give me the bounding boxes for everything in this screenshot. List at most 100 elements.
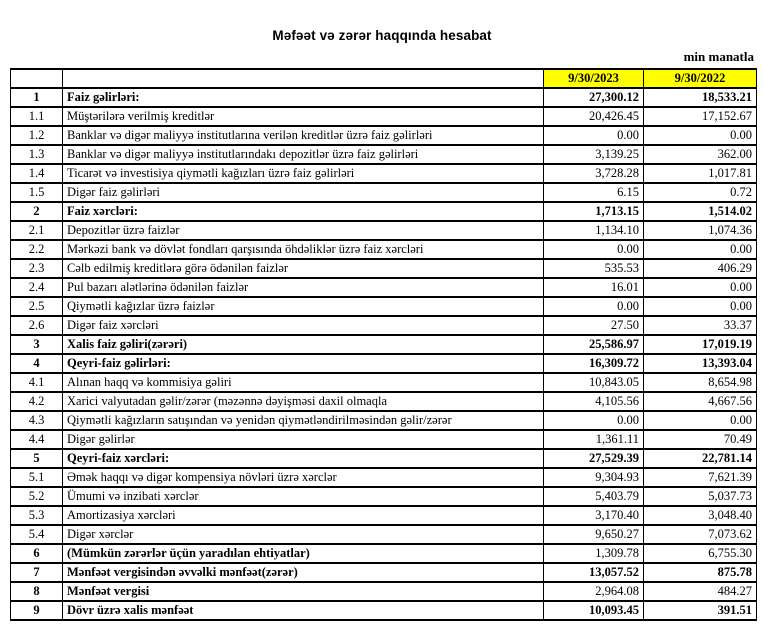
row-number-cell: 1.5 — [10, 182, 63, 203]
row-number-cell: 8 — [10, 581, 63, 602]
value-2022-cell: 33.37 — [643, 315, 757, 336]
value-2022-cell: 875.78 — [643, 562, 757, 583]
row-label-cell: Banklar və digər maliyyə institutlarında… — [62, 144, 544, 165]
table-row: 2.1 Depozitlər üzrə faizlər 1,134.10 1,074.… — [10, 220, 757, 241]
value-2023-cell: 20,426.45 — [543, 106, 644, 127]
row-number-cell: 9 — [10, 600, 63, 621]
header-cell-number — [10, 68, 63, 89]
row-number-cell: 2.3 — [10, 258, 63, 279]
value-2023-cell: 3,139.25 — [543, 144, 644, 165]
table-row: 1.5 Digər faiz gəlirləri 6.15 0.72 — [10, 182, 757, 203]
row-label-cell: Xalis faiz gəliri(zərəri) — [62, 334, 544, 355]
row-number-cell: 2.4 — [10, 277, 63, 298]
row-label-cell: Digər gəlirlər — [62, 429, 544, 450]
value-2022-cell: 391.51 — [643, 600, 757, 621]
value-2023-cell: 27.50 — [543, 315, 644, 336]
row-number-cell: 2.6 — [10, 315, 63, 336]
value-2023-cell: 3,728.28 — [543, 163, 644, 184]
value-2023-cell: 0.00 — [543, 125, 644, 146]
row-label-cell: Xarici valyutadan gəlir/zərər (məzənnə d… — [62, 391, 544, 412]
row-number-cell: 7 — [10, 562, 63, 583]
row-number-cell: 5.2 — [10, 486, 63, 507]
value-2023-cell: 25,586.97 — [543, 334, 644, 355]
value-2023-cell: 1,361.11 — [543, 429, 644, 450]
table-row: 1.4 Ticarət və investisiya qiymətli kağız… — [10, 163, 757, 184]
table-header-row: 9/30/2023 9/30/2022 — [10, 68, 757, 89]
row-number-cell: 5.1 — [10, 467, 63, 488]
row-number-cell: 4.4 — [10, 429, 63, 450]
table-row: 3 Xalis faiz gəliri(zərəri) 25,586.97 17,01… — [10, 334, 757, 355]
row-number-cell: 1.2 — [10, 125, 63, 146]
row-number-cell: 4.1 — [10, 372, 63, 393]
row-label-cell: Alınan haqq və kommisiya gəliri — [62, 372, 544, 393]
table-row: 5.1 Əmək haqqı və digər kompensiya növlər… — [10, 467, 757, 488]
value-2022-cell: 6,755.30 — [643, 543, 757, 564]
value-2023-cell: 4,105.56 — [543, 391, 644, 412]
value-2023-cell: 16.01 — [543, 277, 644, 298]
row-number-cell: 3 — [10, 334, 63, 355]
value-2022-cell: 4,667.56 — [643, 391, 757, 412]
value-2022-cell: 0.00 — [643, 277, 757, 298]
row-label-cell: Qeyri-faiz xərcləri: — [62, 448, 544, 469]
value-2022-cell: 1,514.02 — [643, 201, 757, 222]
value-2023-cell: 10,093.45 — [543, 600, 644, 621]
table-row: 8 Mənfəət vergisi 2,964.08 484.27 — [10, 581, 757, 602]
profit-loss-table: 9/30/2023 9/30/2022 1 Faiz gəlirləri: 27,3… — [10, 68, 757, 621]
value-2023-cell: 13,057.52 — [543, 562, 644, 583]
value-2022-cell: 8,654.98 — [643, 372, 757, 393]
table-row: 2.3 Cəlb edilmiş kreditlərə görə ödənilən… — [10, 258, 757, 279]
row-label-cell: Digər xərclər — [62, 524, 544, 545]
row-number-cell: 1.4 — [10, 163, 63, 184]
table-row: 1 Faiz gəlirləri: 27,300.12 18,533.21 — [10, 87, 757, 108]
value-2022-cell: 17,019.19 — [643, 334, 757, 355]
value-2023-cell: 2,964.08 — [543, 581, 644, 602]
row-label-cell: Banklar və digər maliyyə institutlarına … — [62, 125, 544, 146]
row-number-cell: 4 — [10, 353, 63, 374]
value-2022-cell: 0.72 — [643, 182, 757, 203]
value-2022-cell: 1,074.36 — [643, 220, 757, 241]
row-number-cell: 2.5 — [10, 296, 63, 317]
row-label-cell: (Mümkün zərərlər üçün yaradılan ehtiyatl… — [62, 543, 544, 564]
value-2022-cell: 18,533.21 — [643, 87, 757, 108]
value-2023-cell: 10,843.05 — [543, 372, 644, 393]
row-label-cell: Qiymətli kağızlar üzrə faizlər — [62, 296, 544, 317]
row-label-cell: Depozitlər üzrə faizlər — [62, 220, 544, 241]
table-row: 1.1 Müştərilərə verilmiş kreditlər 20,426.… — [10, 106, 757, 127]
row-number-cell: 5.3 — [10, 505, 63, 526]
value-2023-cell: 1,713.15 — [543, 201, 644, 222]
value-2023-cell: 0.00 — [543, 296, 644, 317]
value-2022-cell: 3,048.40 — [643, 505, 757, 526]
row-label-cell: Ümumi və inzibati xərclər — [62, 486, 544, 507]
table-row: 5.2 Ümumi və inzibati xərclər 5,403.79 5,03… — [10, 486, 757, 507]
report-title: Məfəət və zərər haqqında hesabat — [272, 28, 492, 43]
row-number-cell: 4.3 — [10, 410, 63, 431]
value-2022-cell: 0.00 — [643, 125, 757, 146]
row-number-cell: 1 — [10, 87, 63, 108]
header-cell-date-2023: 9/30/2023 — [543, 68, 644, 89]
value-2022-cell: 406.29 — [643, 258, 757, 279]
value-2022-cell: 22,781.14 — [643, 448, 757, 469]
row-label-cell: Amortizasiya xərcləri — [62, 505, 544, 526]
value-2023-cell: 0.00 — [543, 239, 644, 260]
row-number-cell: 2.1 — [10, 220, 63, 241]
table-row: 5.4 Digər xərclər 9,650.27 7,073.62 — [10, 524, 757, 545]
value-2022-cell: 0.00 — [643, 239, 757, 260]
value-2023-cell: 16,309.72 — [543, 353, 644, 374]
row-number-cell: 4.2 — [10, 391, 63, 412]
value-2023-cell: 3,170.40 — [543, 505, 644, 526]
table-row: 4.2 Xarici valyutadan gəlir/zərər (məzənn… — [10, 391, 757, 412]
table-row: 7 Mənfəət vergisindən əvvəlki mənfəət(zər… — [10, 562, 757, 583]
row-number-cell: 5 — [10, 448, 63, 469]
table-row: 4.4 Digər gəlirlər 1,361.11 70.49 — [10, 429, 757, 450]
value-2023-cell: 0.00 — [543, 410, 644, 431]
value-2022-cell: 7,073.62 — [643, 524, 757, 545]
value-2023-cell: 6.15 — [543, 182, 644, 203]
table-row: 1.2 Banklar və digər maliyyə institutları… — [10, 125, 757, 146]
table-row: 9 Dövr üzrə xalis mənfəət 10,093.45 391.51 — [10, 600, 757, 621]
row-label-cell: Müştərilərə verilmiş kreditlər — [62, 106, 544, 127]
row-label-cell: Pul bazarı alətlərinə ödənilən faizlər — [62, 277, 544, 298]
table-row: 5 Qeyri-faiz xərcləri: 27,529.39 22,781.14 — [10, 448, 757, 469]
row-label-cell: Faiz gəlirləri: — [62, 87, 544, 108]
header-cell-date-2022: 9/30/2022 — [643, 68, 757, 89]
